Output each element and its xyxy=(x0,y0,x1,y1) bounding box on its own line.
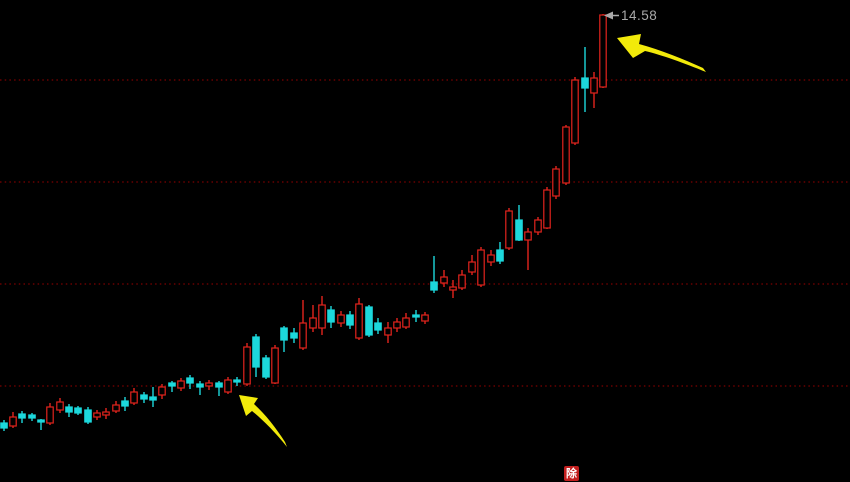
candle-up xyxy=(158,386,166,396)
candle-down xyxy=(84,409,92,423)
candle-up xyxy=(243,346,251,385)
candle-up xyxy=(205,382,213,387)
candle-down xyxy=(140,394,148,400)
candles xyxy=(0,14,607,431)
candle-down xyxy=(233,379,241,383)
candle-up xyxy=(421,314,429,322)
candle-down xyxy=(327,309,335,323)
candle-up xyxy=(458,274,466,289)
candle-down xyxy=(149,396,157,401)
candle-up xyxy=(393,321,401,329)
candle-up xyxy=(56,401,64,411)
candle-down xyxy=(121,400,129,407)
candle-down xyxy=(196,383,204,388)
candle-up xyxy=(93,412,101,418)
candle-up xyxy=(177,380,185,389)
candle-up xyxy=(112,404,120,412)
candle-down xyxy=(412,314,420,318)
candle-down xyxy=(374,322,382,331)
candle-up xyxy=(468,261,476,273)
candle-down xyxy=(252,336,260,368)
candle-up xyxy=(130,391,138,404)
candle-up xyxy=(534,219,542,233)
candle-down xyxy=(28,414,36,419)
annotation-arrow-bottom xyxy=(239,395,287,447)
candle-up xyxy=(590,77,598,94)
candle-up xyxy=(102,411,110,416)
candle-up xyxy=(299,322,307,349)
gridlines xyxy=(0,79,850,387)
candle-up xyxy=(309,317,317,329)
candle-up xyxy=(562,126,570,184)
candle-down xyxy=(37,419,45,423)
candle-down xyxy=(18,413,26,419)
candle-up xyxy=(337,314,345,324)
candle-down xyxy=(290,332,298,339)
candle-down xyxy=(74,407,82,414)
candle-down xyxy=(262,357,270,378)
candle-up xyxy=(552,168,560,197)
candle-up xyxy=(599,14,607,88)
price-label: 14.58 xyxy=(621,8,657,23)
candle-down xyxy=(515,219,523,241)
price-pointer-arrowhead xyxy=(604,11,613,20)
candle-down xyxy=(430,281,438,291)
candle-up xyxy=(440,276,448,284)
candle-up xyxy=(355,303,363,339)
candle-down xyxy=(65,406,73,413)
candle-down xyxy=(168,382,176,387)
candle-up xyxy=(271,347,279,384)
candle-up xyxy=(402,317,410,328)
candle-down xyxy=(186,377,194,384)
candle-up xyxy=(224,379,232,393)
candle-down xyxy=(581,77,589,89)
candle-up xyxy=(477,249,485,286)
annotation-arrow-top xyxy=(617,34,706,72)
candle-up xyxy=(9,416,17,427)
candle-up xyxy=(505,210,513,249)
candle-down xyxy=(496,249,504,262)
candle-up xyxy=(384,327,392,336)
candle-up xyxy=(571,79,579,144)
candle-up xyxy=(318,304,326,329)
candle-up xyxy=(46,406,54,424)
candle-up xyxy=(524,231,532,241)
price-pointer: 14.58 xyxy=(604,8,657,23)
candle-down xyxy=(365,306,373,336)
candle-up xyxy=(487,254,495,263)
candle-down xyxy=(280,327,288,341)
candle-down xyxy=(215,382,223,388)
candle-up xyxy=(543,189,551,229)
candle-down xyxy=(346,314,354,326)
candle-down xyxy=(0,422,8,429)
candle-up xyxy=(449,286,457,291)
exright-marker[interactable]: 除 xyxy=(564,466,579,481)
